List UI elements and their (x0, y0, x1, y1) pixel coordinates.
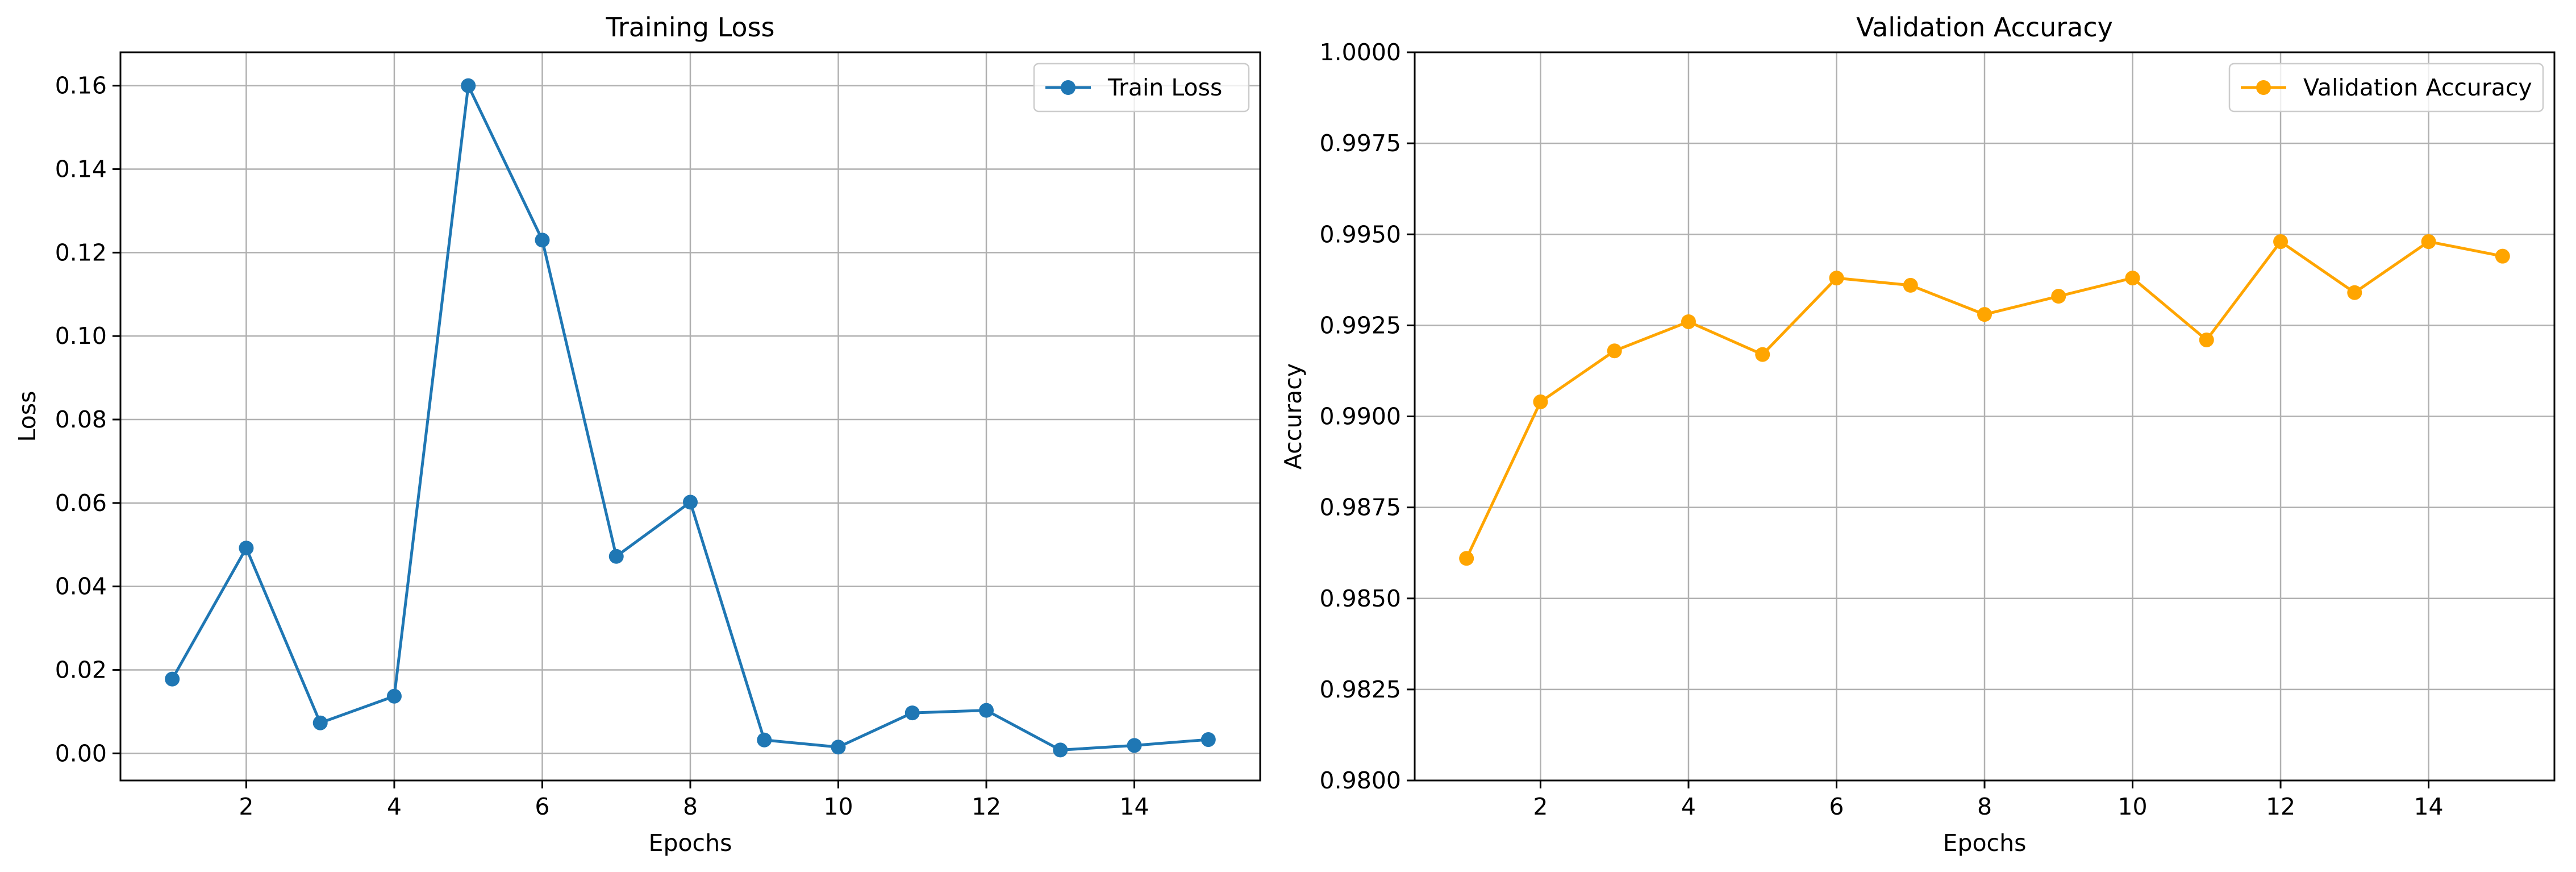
data-point (2125, 271, 2140, 286)
x-tick-label: 8 (683, 793, 698, 820)
data-point (757, 732, 772, 748)
plot-frame (1414, 51, 2556, 782)
data-point (1533, 394, 1548, 409)
y-tick-label: 0.12 (55, 239, 107, 266)
legend-label: Validation Accuracy (2303, 74, 2532, 101)
data-point (683, 495, 698, 510)
data-point (165, 671, 180, 687)
data-point (979, 703, 994, 718)
y-tick-label: 0.02 (55, 656, 107, 683)
x-tick-label: 2 (1533, 793, 1548, 820)
data-point (386, 688, 402, 704)
data-point (461, 78, 476, 93)
data-point (608, 549, 624, 564)
x-tick-label: 12 (2266, 793, 2295, 820)
data-point (2421, 234, 2436, 250)
plot-frame (119, 51, 1261, 782)
y-tick-label: 0.9925 (1320, 312, 1401, 339)
y-tick-label: 0.06 (55, 489, 107, 517)
legend-box (1033, 63, 1250, 113)
data-point (2199, 332, 2214, 347)
data-point (1903, 277, 1918, 293)
data-point (2347, 285, 2362, 300)
data-point (1755, 347, 1770, 362)
data-point (2495, 248, 2510, 264)
x-tick-label: 4 (387, 793, 402, 820)
legend: Validation Accuracy (2228, 63, 2544, 113)
data-point (1459, 551, 1474, 566)
data-point (2051, 289, 2066, 304)
legend: Train Loss (1033, 63, 1250, 113)
data-point (2273, 234, 2289, 250)
x-tick-label: 10 (823, 793, 853, 820)
x-tick-label: 4 (1681, 793, 1696, 820)
y-tick-label: 0.9850 (1320, 585, 1401, 612)
legend-box (2228, 63, 2544, 113)
x-tick-label: 10 (2118, 793, 2147, 820)
data-point (312, 715, 328, 730)
x-axis-label: Epochs (649, 829, 732, 857)
chart-panel-2: 2 4 6 8 10 12 14 0.9800 0.9825 0.9850 0.9875 0.9900… (1279, 12, 2556, 857)
y-tick-label: 0.14 (55, 156, 107, 183)
x-tick-label: 8 (1977, 793, 1992, 820)
y-tick-label: 0.04 (55, 573, 107, 600)
x-tick-label: 14 (1119, 793, 1149, 820)
legend-marker (1061, 80, 1076, 95)
y-tick-label: 0.9950 (1320, 221, 1401, 248)
y-tick-label: 0.10 (55, 322, 107, 350)
data-point (831, 740, 846, 755)
y-tick-label: 0.9900 (1320, 403, 1401, 430)
legend-marker (2256, 80, 2271, 95)
y-tick-label: 0.9825 (1320, 676, 1401, 703)
x-tick-label: 14 (2414, 793, 2443, 820)
y-tick-label: 0.00 (55, 740, 107, 767)
data-point (1681, 314, 1696, 329)
y-tick-label: 0.9975 (1320, 130, 1401, 157)
panels: 2 4 6 8 10 12 14 0.00 0.02 0.04 0.06 0.08 0.10 0.12 0.… (14, 12, 2556, 857)
y-tick-label: 1.0000 (1320, 39, 1401, 66)
y-tick-label: 0.16 (55, 72, 107, 99)
x-tick-label: 6 (1829, 793, 1844, 820)
data-point (535, 232, 550, 248)
x-tick-label: 2 (239, 793, 253, 820)
x-tick-label: 6 (535, 793, 549, 820)
data-point (1607, 343, 1622, 359)
y-axis-label: Accuracy (1279, 363, 1307, 470)
data-point (1977, 307, 1992, 322)
data-point (1829, 271, 1844, 286)
data-point (1053, 742, 1068, 758)
data-point (1201, 732, 1216, 748)
chart-title: Validation Accuracy (1856, 12, 2113, 43)
y-tick-label: 0.9875 (1320, 494, 1401, 521)
x-tick-label: 12 (972, 793, 1001, 820)
y-tick-label: 0.08 (55, 406, 107, 433)
x-axis-label: Epochs (1943, 829, 2027, 857)
y-axis-label: Loss (14, 391, 41, 442)
chart-title: Training Loss (605, 12, 774, 43)
data-point (904, 705, 920, 721)
y-tick-label: 0.9800 (1320, 767, 1401, 794)
chart-panel-1: 2 4 6 8 10 12 14 0.00 0.02 0.04 0.06 0.08 0.10 0.12 0.… (14, 12, 1261, 857)
legend-label: Train Loss (1107, 74, 1222, 101)
data-point (1127, 738, 1142, 753)
data-point (239, 541, 254, 556)
